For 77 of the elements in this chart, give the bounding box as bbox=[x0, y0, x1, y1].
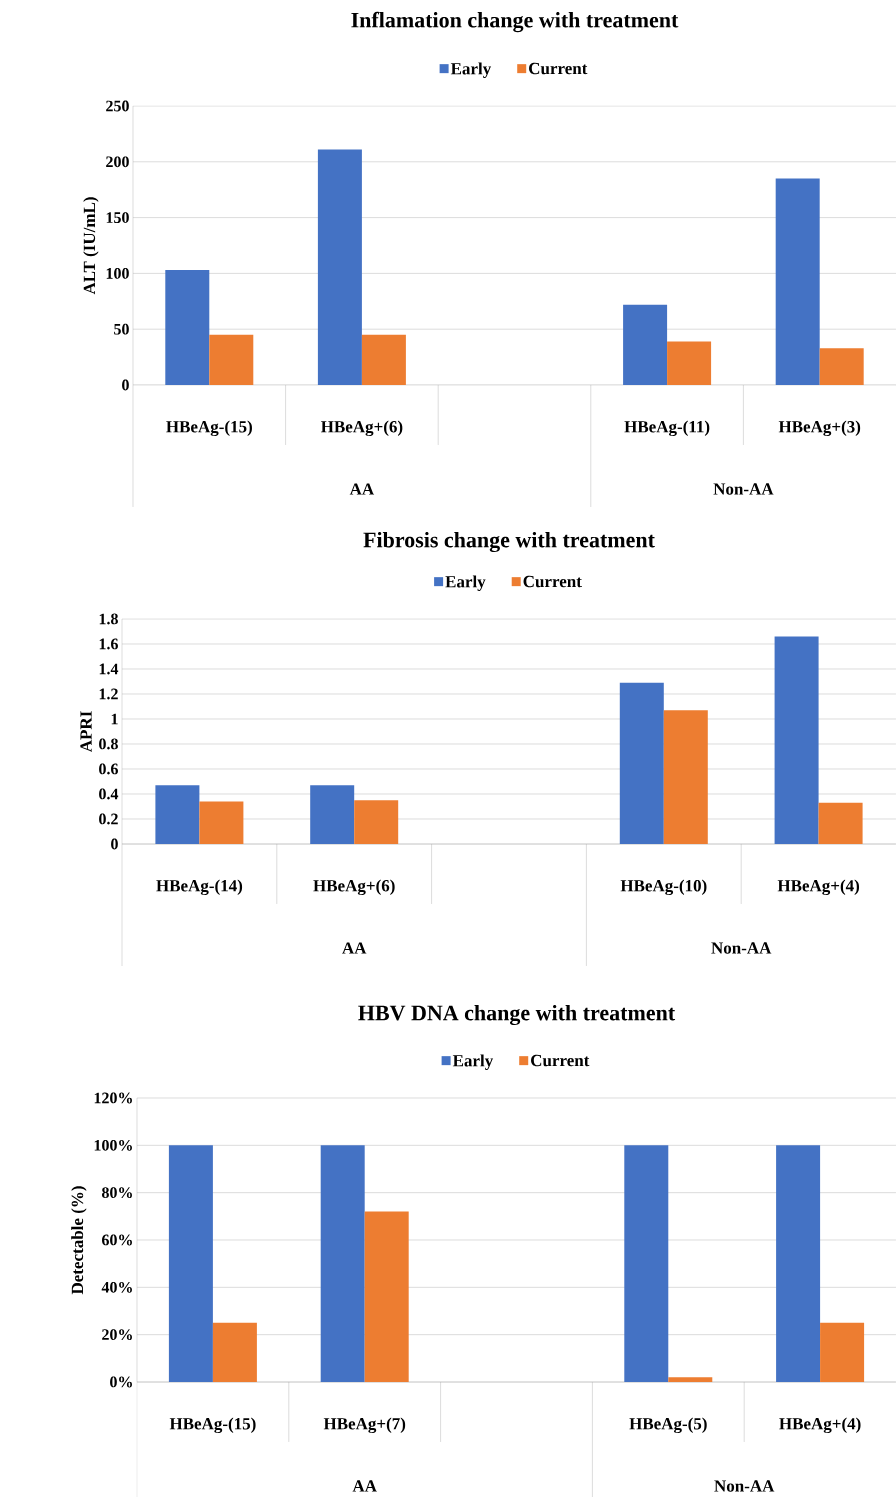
x-tick-label: HBeAg+(6) bbox=[321, 420, 403, 437]
bar bbox=[624, 1145, 669, 1382]
y-tick-label: 100 bbox=[106, 268, 129, 279]
text: Non-AA bbox=[711, 942, 772, 954]
bar bbox=[209, 334, 254, 385]
bar bbox=[775, 178, 820, 385]
bar bbox=[165, 270, 210, 385]
bar bbox=[168, 1145, 213, 1382]
y-tick-label: 0.4 bbox=[99, 788, 119, 800]
y-tick-label: 100% bbox=[94, 1139, 132, 1151]
bar bbox=[212, 1322, 257, 1382]
y-tick-label: 80% bbox=[102, 1187, 132, 1199]
x-tick-label: HBeAg-(5) bbox=[629, 1417, 707, 1434]
bar bbox=[667, 341, 712, 385]
x-tick-label: HBeAg-(11) bbox=[624, 420, 710, 437]
y-tick-label: 0.2 bbox=[99, 813, 118, 825]
bar bbox=[310, 785, 355, 844]
x-tick-label: HBeAg+(3) bbox=[778, 420, 861, 437]
bar bbox=[317, 149, 362, 385]
x-tick-label: HBeAg-(14) bbox=[156, 879, 243, 896]
x-tick-label: HBeAg+(4) bbox=[777, 879, 860, 896]
y-axis-title: ALT (IU/mL) bbox=[83, 197, 99, 295]
bar bbox=[663, 710, 708, 844]
bar bbox=[320, 1145, 365, 1382]
y-tick-label: 50 bbox=[114, 323, 129, 335]
bar bbox=[818, 802, 863, 844]
chart-title: HBV DNA change with treatment bbox=[358, 1004, 676, 1026]
bar bbox=[199, 801, 244, 844]
legend-label: Early bbox=[450, 62, 492, 78]
legend-label: Current bbox=[529, 62, 588, 75]
legend-label: Current bbox=[531, 1054, 590, 1067]
bar bbox=[776, 1145, 821, 1382]
y-tick-label: 150 bbox=[106, 212, 129, 223]
y-axis-title: Detectable (%) bbox=[71, 1186, 87, 1295]
y-tick-label: 1.8 bbox=[99, 613, 118, 625]
x-tick-label: HBeAg+(7) bbox=[323, 1417, 406, 1434]
bar bbox=[354, 800, 399, 844]
y-tick-label: 0 bbox=[111, 838, 118, 850]
bar bbox=[819, 348, 864, 385]
bar bbox=[619, 682, 664, 844]
y-tick-label: 120% bbox=[94, 1092, 132, 1104]
bar bbox=[364, 1211, 409, 1382]
x-tick-label: HBeAg-(15) bbox=[166, 420, 252, 437]
y-axis-title: APRI bbox=[80, 711, 92, 753]
y-tick-label: 60% bbox=[102, 1234, 132, 1246]
bar bbox=[361, 334, 406, 385]
y-tick-label: 20% bbox=[102, 1329, 132, 1341]
y-tick-label: 0 bbox=[122, 379, 129, 391]
y-tick-label: 0.6 bbox=[99, 763, 118, 775]
text: AA bbox=[352, 1480, 377, 1492]
y-tick-label: 1.2 bbox=[99, 688, 118, 700]
x-tick-label: HBeAg-(10) bbox=[620, 879, 707, 896]
chart-title: Fibrosis change with treatment bbox=[363, 531, 655, 553]
bar bbox=[774, 636, 819, 844]
bar bbox=[820, 1322, 865, 1382]
x-tick-label: HBeAg+(4) bbox=[779, 1417, 861, 1434]
y-tick-label: 1.6 bbox=[99, 638, 118, 650]
y-tick-label: 0% bbox=[110, 1376, 132, 1388]
text: AA bbox=[349, 483, 375, 495]
bar bbox=[155, 785, 200, 844]
x-tick-label: HBeAg+(6) bbox=[313, 879, 395, 896]
text: AA bbox=[342, 942, 367, 954]
bar bbox=[668, 1377, 713, 1382]
y-tick-label: 250 bbox=[106, 100, 129, 112]
bar bbox=[623, 304, 668, 385]
y-tick-label: 40% bbox=[101, 1281, 132, 1293]
text: Non-AA bbox=[714, 1480, 775, 1492]
y-tick-label: 1 bbox=[111, 713, 118, 725]
y-tick-label: 1.4 bbox=[99, 663, 119, 675]
legend-label: Current bbox=[523, 575, 582, 588]
legend-label: Early bbox=[445, 575, 486, 591]
text: Non-AA bbox=[713, 483, 774, 495]
y-tick-label: 0.8 bbox=[99, 738, 118, 750]
x-tick-label: HBeAg-(15) bbox=[169, 1417, 256, 1434]
chart-title: Inflamation change with treatment bbox=[351, 11, 679, 33]
legend-label: Early bbox=[452, 1054, 494, 1070]
y-tick-label: 200 bbox=[106, 156, 129, 168]
